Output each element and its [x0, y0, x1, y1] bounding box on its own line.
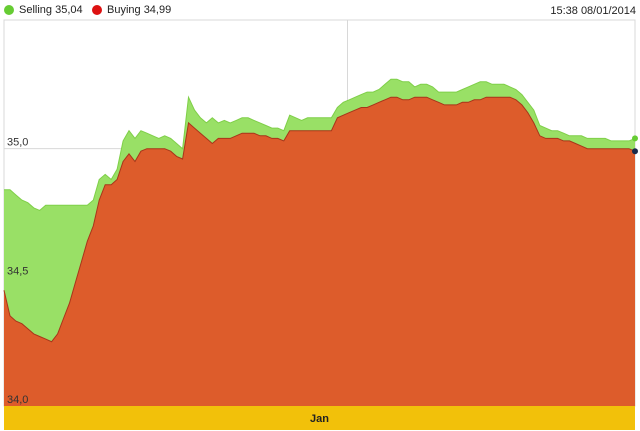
y-tick-label: 35,0 — [7, 137, 28, 149]
buying-dot-icon — [92, 5, 102, 15]
legend-item-buying[interactable]: Buying 34,99 — [92, 4, 171, 16]
y-tick-label: 34,5 — [7, 265, 28, 277]
buying-line — [3, 96, 636, 343]
timestamp: 15:38 08/01/2014 — [550, 5, 636, 17]
y-tick-labels: 34,0 34,5 35,0 — [7, 137, 28, 406]
buying-end-marker[interactable] — [632, 148, 638, 155]
chart-legend: Selling 35,04 Buying 34,99 15:38 08/01/2… — [0, 0, 640, 22]
x-axis-band — [4, 406, 635, 430]
selling-line — [4, 78, 636, 211]
legend-item-selling[interactable]: Selling 35,04 — [4, 4, 83, 16]
selling-end-marker[interactable] — [632, 135, 638, 142]
buying-label: Buying 34,99 — [107, 4, 172, 16]
x-category-label: Jan — [310, 413, 329, 425]
selling-dot-icon — [4, 5, 14, 15]
selling-label: Selling 35,04 — [19, 4, 83, 16]
y-tick-label: 34,0 — [7, 394, 28, 406]
buying-area — [4, 97, 635, 406]
